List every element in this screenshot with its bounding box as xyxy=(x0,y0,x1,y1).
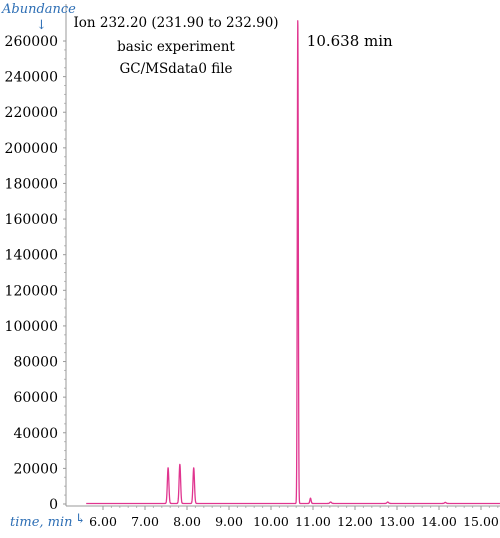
x-tick-label: 7.00 xyxy=(131,514,159,529)
y-tick-label: 80000 xyxy=(13,355,58,371)
y-axis-arrow-icon: ↓ xyxy=(36,18,47,33)
y-axis-label: Abundance xyxy=(1,2,76,17)
y-tick-label: 220000 xyxy=(5,105,58,121)
y-tick-label: 200000 xyxy=(5,141,58,157)
peak-retention-label: 10.638 min xyxy=(307,32,393,50)
y-tick-label: 160000 xyxy=(5,212,58,228)
x-tick-label: 9.00 xyxy=(215,514,243,529)
y-tick-label: 240000 xyxy=(5,70,58,86)
y-tick-label: 40000 xyxy=(13,426,58,442)
x-axis-label: time, min xyxy=(10,515,73,530)
x-axis-arrow-icon: ↳ xyxy=(75,512,86,527)
chart-annotations: Ion 232.20 (231.90 to 232.90) basic expe… xyxy=(73,15,278,77)
annotation-line-file: GC/MSdata0 file xyxy=(119,61,232,77)
x-tick-label: 14.00 xyxy=(421,514,457,529)
y-tick-label: 60000 xyxy=(13,390,58,406)
x-tick-label: 15.00 xyxy=(463,514,499,529)
x-tick-label: 8.00 xyxy=(173,514,201,529)
annotation-line-experiment: basic experiment xyxy=(117,39,235,55)
y-tick-label: 180000 xyxy=(5,176,58,192)
y-tick-label: 140000 xyxy=(5,248,58,264)
y-tick-label: 100000 xyxy=(5,319,58,335)
x-tick-label: 6.00 xyxy=(89,514,117,529)
x-tick-label: 13.00 xyxy=(379,514,415,529)
x-tick-label: 10.00 xyxy=(253,514,289,529)
chromatogram-trace xyxy=(85,20,500,505)
y-tick-label: 260000 xyxy=(5,34,58,50)
y-tick-label: 20000 xyxy=(13,461,58,477)
x-axis-ticks: 6.00 7.00 8.00 9.00 10.00 11.00 12.00 13.00 14.0… xyxy=(89,506,499,529)
annotation-line-ion: Ion 232.20 (231.90 to 232.90) xyxy=(73,15,278,31)
y-tick-label: 0 xyxy=(49,497,58,513)
x-tick-label: 11.00 xyxy=(295,514,331,529)
y-tick-label: 120000 xyxy=(5,283,58,299)
y-axis-ticks: 0 20000 40000 60000 80000 100000 120000 140000 1… xyxy=(5,34,66,513)
x-tick-label: 12.00 xyxy=(337,514,373,529)
